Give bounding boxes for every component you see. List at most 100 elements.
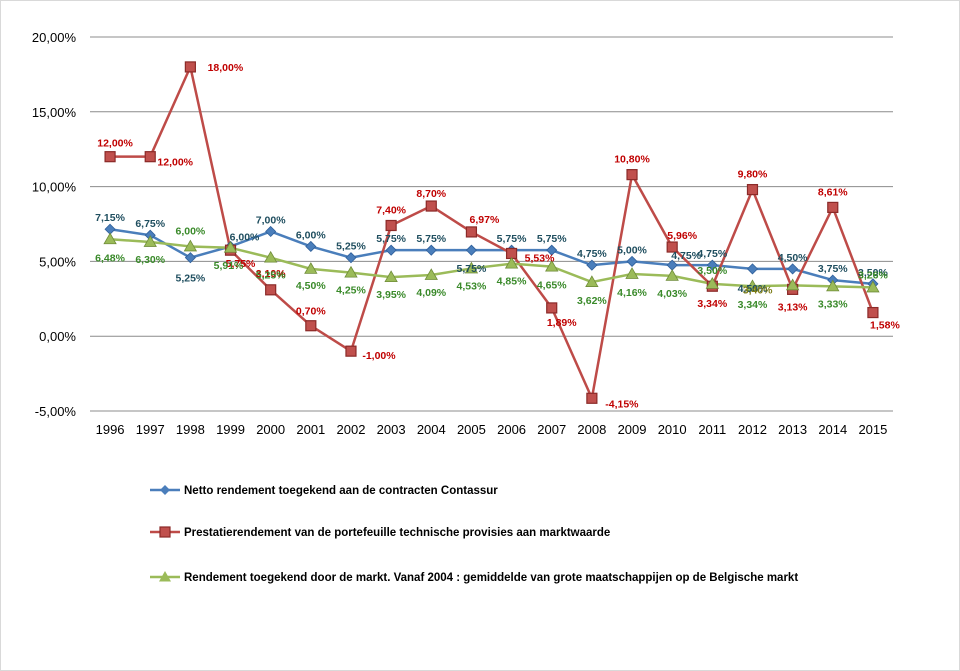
data-label: 4,50%: [738, 283, 768, 295]
diamond-marker: [546, 244, 558, 256]
triangle-marker: [344, 265, 358, 278]
triangle-marker: [143, 235, 157, 247]
legend-label: Prestatierendement van de portefeuille t…: [184, 527, 610, 539]
data-label: 4,65%: [537, 280, 567, 292]
x-tick-label: 2003: [377, 422, 406, 437]
data-label: 6,30%: [135, 254, 165, 266]
series-line: [109, 238, 873, 289]
x-tick-label: 1997: [136, 422, 165, 437]
diamond-marker: [305, 240, 317, 253]
data-label: 4,03%: [657, 288, 687, 300]
diamond-marker: [787, 263, 799, 275]
data-label: 3,26%: [858, 269, 888, 281]
triangle-marker: [384, 270, 398, 283]
diamond-marker: [265, 225, 277, 238]
data-label: 6,00%: [175, 225, 205, 237]
triangle-marker: [424, 268, 438, 280]
data-label: 5,25%: [336, 241, 366, 253]
y-tick-label: 5,00%: [39, 254, 76, 269]
square-marker: [586, 392, 598, 404]
square-marker: [827, 201, 839, 213]
y-axis: -5,00% 0,00% 5,00% 10,00% 15,00% 20,00%: [32, 30, 77, 419]
data-label: 7,40%: [376, 204, 406, 216]
data-label: 4,75%: [697, 248, 727, 260]
gridlines: [90, 36, 893, 412]
data-label: 4,16%: [617, 287, 647, 299]
data-label: 6,97%: [470, 214, 500, 226]
data-label: 6,00%: [230, 231, 260, 243]
data-label: 5,91%: [214, 260, 244, 272]
data-label: 8,61%: [818, 186, 848, 198]
data-label: 5,75%: [497, 233, 527, 245]
square-marker: [867, 306, 879, 319]
data-label: 4,85%: [497, 276, 527, 288]
data-label: 4,50%: [296, 280, 326, 292]
x-axis: 1996 1997 1998 1999 2000 2001 2002 2003 2004 2005…: [96, 422, 888, 437]
data-label: -1,00%: [362, 350, 396, 362]
series-line: [109, 227, 874, 286]
data-label: 5,25%: [256, 270, 286, 282]
data-label: 3,34%: [697, 298, 727, 310]
data-label: 0,70%: [296, 306, 326, 318]
triangle-marker: [103, 232, 117, 245]
data-label: 6,75%: [135, 218, 165, 230]
square-marker: [184, 61, 196, 73]
legend-label: Netto rendement toegekend aan de contrac…: [184, 485, 498, 497]
square-marker: [385, 219, 397, 232]
data-label: 5,25%: [175, 273, 205, 285]
x-tick-label: 2014: [818, 422, 847, 437]
legend-label: Rendement toegekend door de markt. Vanaf…: [184, 572, 798, 584]
diamond-marker: [465, 244, 477, 256]
data-label: 12,00%: [157, 157, 193, 169]
triangle-marker: [223, 240, 238, 253]
data-label: 3,13%: [778, 301, 808, 313]
triangle-marker: [464, 261, 479, 274]
data-labels: 7,15% 6,75%5,25%6,00%7,00%6,00%5,25%5,75%…: [95, 62, 900, 410]
triangle-marker: [585, 275, 599, 287]
x-tick-label: 2010: [658, 422, 687, 437]
triangle-marker: [745, 279, 760, 292]
diamond-marker: [746, 263, 759, 275]
diamond-marker: [706, 259, 718, 271]
data-label: 4,50%: [778, 252, 808, 264]
square-marker: [104, 151, 116, 163]
data-label: 3,34%: [738, 299, 768, 311]
x-tick-label: 2002: [337, 422, 366, 437]
triangle-marker: [263, 250, 278, 263]
square-marker: [345, 345, 357, 357]
data-label: 7,15%: [95, 212, 125, 224]
triangle-marker: [545, 259, 559, 272]
square-marker: [425, 200, 437, 212]
x-tick-label: 2012: [738, 422, 767, 437]
data-label: 3,10%: [256, 268, 286, 280]
triangle-marker: [625, 267, 639, 279]
y-tick-label: 10,00%: [32, 180, 77, 195]
data-label: 5,00%: [617, 244, 647, 256]
square-marker: [666, 241, 678, 253]
series-lines: [109, 65, 875, 400]
diamond-marker: [586, 259, 598, 271]
data-label: 3,33%: [818, 298, 848, 310]
data-label: 6,48%: [95, 252, 125, 264]
square-marker: [265, 284, 277, 296]
y-tick-label: 0,00%: [39, 329, 76, 344]
data-label: 4,53%: [457, 280, 487, 292]
diamond-marker: [345, 252, 357, 264]
x-tick-label: 2008: [577, 422, 606, 437]
data-label: 5,75%: [457, 263, 487, 275]
data-label: 3,50%: [697, 265, 727, 277]
data-label: -4,15%: [605, 398, 639, 410]
square-marker: [465, 226, 478, 238]
triangle-marker: [866, 280, 880, 293]
data-label: 18,00%: [208, 62, 244, 74]
x-tick-label: 2004: [417, 422, 446, 437]
data-label: 5,53%: [525, 252, 555, 264]
data-label: 3,75%: [818, 263, 848, 275]
triangle-marker: [504, 256, 519, 269]
square-marker: [626, 169, 638, 181]
x-tick-label: 2011: [698, 422, 726, 437]
triangle-marker: [826, 279, 840, 292]
square-marker: [746, 183, 759, 196]
data-label: 1,89%: [547, 317, 577, 329]
